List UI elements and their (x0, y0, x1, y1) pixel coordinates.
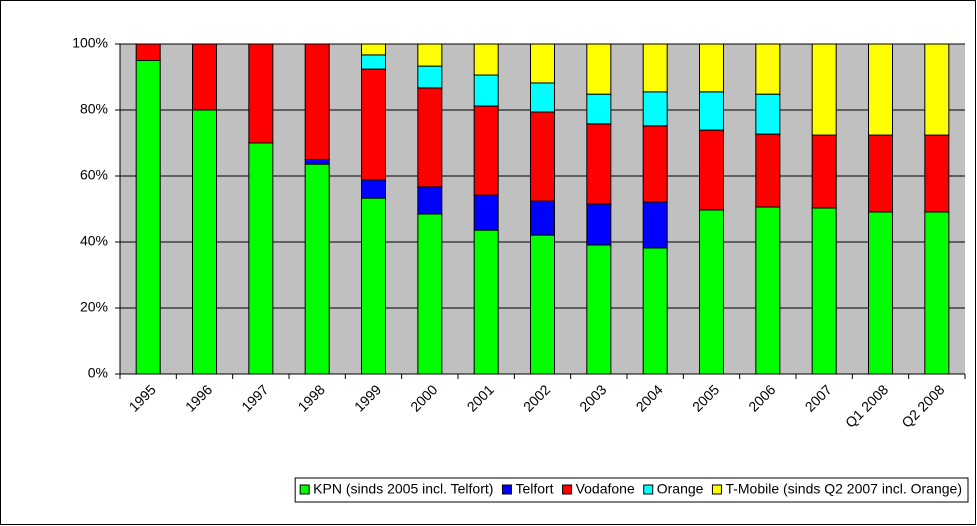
bar-segment (699, 43, 724, 93)
legend-swatch (299, 484, 310, 495)
bar-segment (361, 179, 386, 199)
bar-segment (699, 91, 724, 131)
bar-segment (192, 43, 217, 111)
bar-segment (811, 43, 837, 136)
legend-label: Vodafone (576, 481, 635, 497)
y-tick-label: 80% (80, 101, 108, 117)
bar-segment (868, 43, 893, 136)
legend-label: T-Mobile (sinds Q2 2007 incl. Orange) (725, 481, 962, 497)
bar-segment (642, 43, 668, 93)
bar-segment (924, 134, 950, 213)
bar-segment (699, 209, 724, 375)
bar-segment (304, 43, 330, 160)
bar-segment (586, 43, 612, 95)
bar-segment (924, 211, 950, 375)
bar-segment (192, 109, 217, 375)
y-tick-label: 0% (88, 365, 108, 381)
bar-segment (248, 43, 274, 144)
legend-box (294, 477, 969, 503)
y-tick-label: 60% (80, 167, 108, 183)
bar-segment (642, 201, 668, 249)
bar-segment (361, 43, 386, 56)
bar-segment (473, 74, 499, 107)
y-tick-label: 100% (72, 35, 108, 51)
bar-segment (924, 43, 950, 136)
bar-segment (586, 244, 612, 375)
bar-segment (473, 229, 499, 375)
bar-segment (755, 43, 781, 95)
legend-swatch (711, 484, 722, 495)
bar-segment (755, 93, 781, 135)
bar-segment (417, 87, 443, 188)
legend-label: Orange (657, 481, 704, 497)
bar-segment (361, 197, 386, 375)
bar-segment (473, 43, 499, 76)
bar-segment (642, 125, 668, 203)
bar-segment (304, 163, 330, 375)
bar-segment (811, 134, 837, 209)
bar-segment (642, 247, 668, 375)
y-tick-label: 20% (80, 299, 108, 315)
bar-segment (586, 93, 612, 125)
legend-swatch (501, 484, 512, 495)
bar-segment (473, 105, 499, 196)
bar-segment (530, 43, 555, 84)
bar-segment (135, 43, 161, 61)
legend: KPN (sinds 2005 incl. Telfort) Telfort Vod… (294, 477, 969, 503)
bar-segment (586, 123, 612, 205)
bar-segment (586, 203, 612, 246)
bar-segment (811, 207, 837, 375)
legend-swatch (643, 484, 654, 495)
bar-segment (417, 65, 443, 89)
bar-segment (755, 133, 781, 208)
bar-segment (699, 129, 724, 211)
bar-segment (530, 82, 555, 113)
bar-segment (868, 134, 893, 213)
bar-segment (361, 54, 386, 70)
bar-segment (755, 206, 781, 375)
legend-label: KPN (sinds 2005 incl. Telfort) (313, 481, 493, 497)
bar-segment (530, 111, 555, 202)
bar-segment (417, 43, 443, 67)
bar-segment (417, 186, 443, 215)
bar-segment (417, 213, 443, 375)
bar-segment (304, 159, 330, 165)
bar-segment (361, 68, 386, 181)
bar-segment (868, 211, 893, 375)
bar-segment (135, 60, 161, 375)
bar-segment (530, 200, 555, 236)
bar-segment (248, 142, 274, 375)
bar-segment (642, 91, 668, 127)
legend-swatch (562, 484, 573, 495)
bar-segment (473, 194, 499, 231)
legend-label: Telfort (515, 481, 553, 497)
y-tick-label: 40% (80, 233, 108, 249)
bar-segment (530, 234, 555, 375)
